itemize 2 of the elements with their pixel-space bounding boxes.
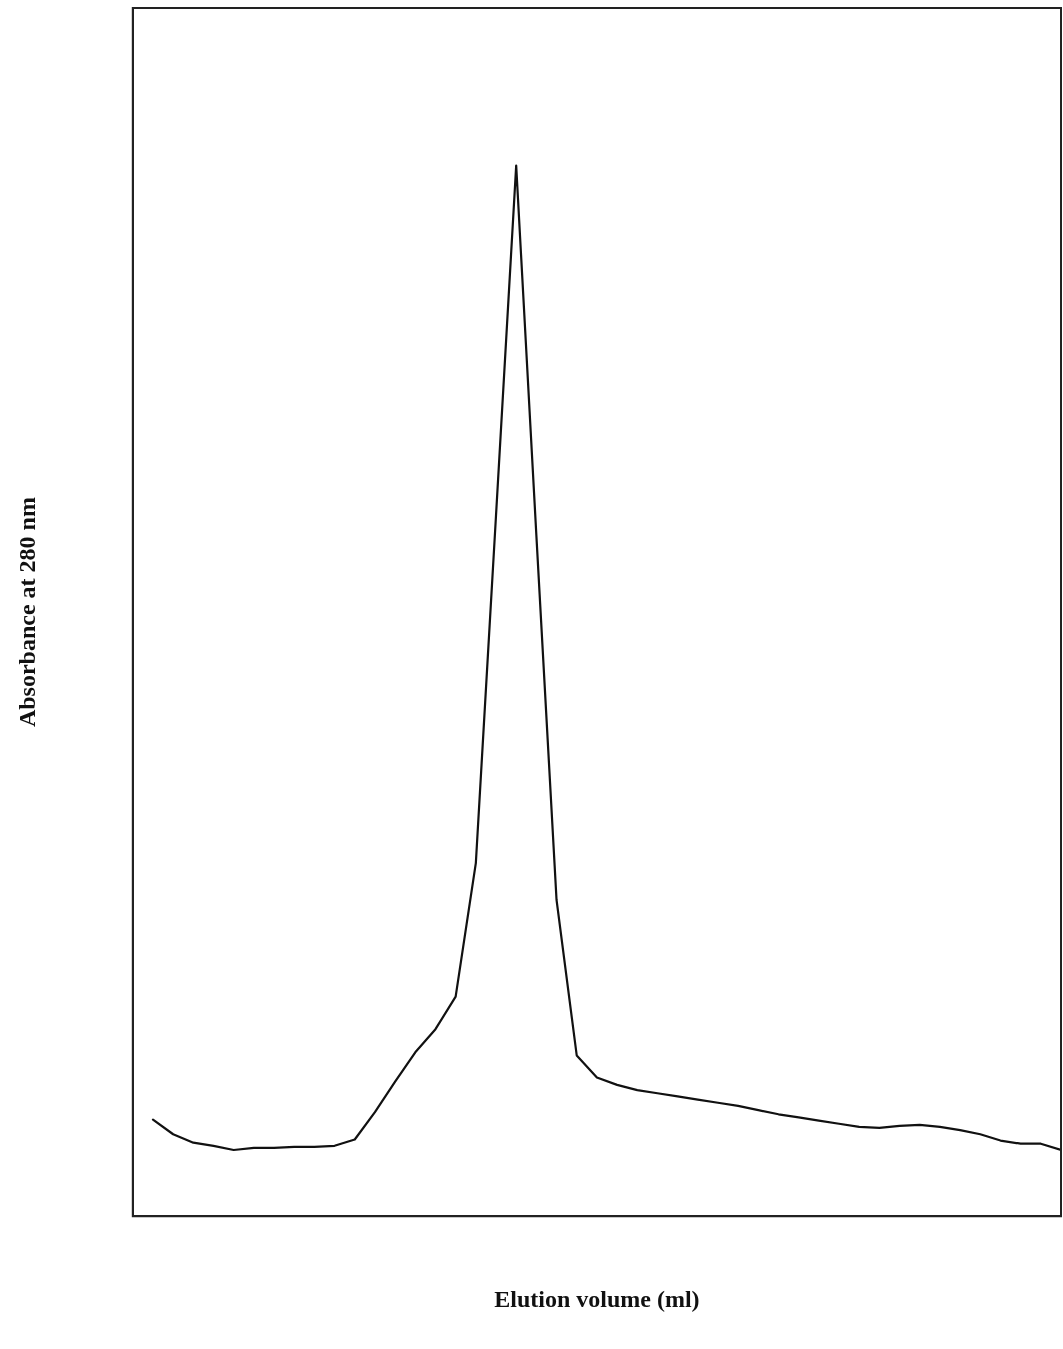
y-axis-title: Absorbance at 280 nm <box>13 497 40 728</box>
x-axis-title: Elution volume (ml) <box>494 1285 700 1312</box>
